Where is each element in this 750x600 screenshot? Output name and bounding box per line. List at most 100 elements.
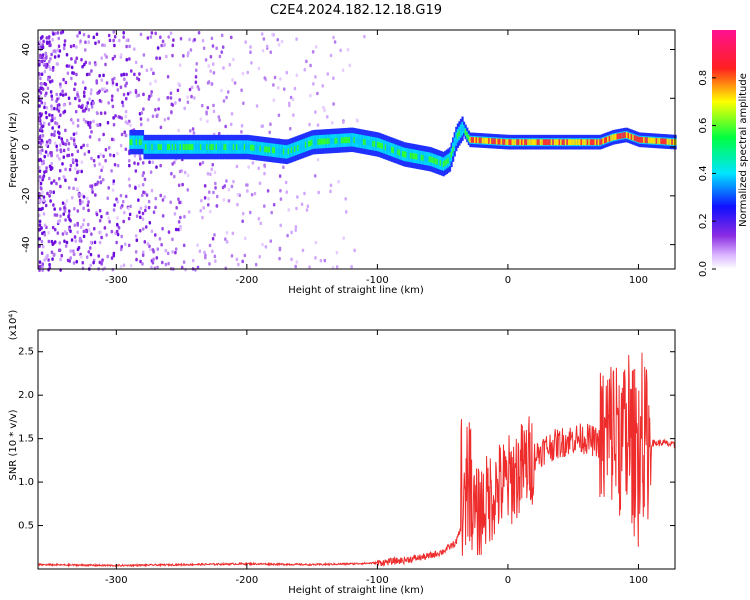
ridge-core (542, 139, 545, 146)
spectrum-dot (237, 262, 240, 267)
spectrum-dot (41, 133, 45, 138)
ridge-core (613, 134, 616, 141)
spectrum-dot (278, 256, 281, 261)
spectrum-dot (92, 35, 96, 40)
spectrum-dot (174, 250, 177, 255)
spectrum-dot (45, 36, 49, 40)
spectrum-dot (120, 53, 123, 57)
spectrum-dot (105, 233, 108, 237)
ridge-core (220, 144, 223, 150)
spectrum-dot (215, 204, 219, 208)
spectrum-dot (305, 208, 309, 212)
spectrum-dot (128, 163, 131, 168)
snr-y-tick-label: 1.5 (18, 434, 34, 445)
spectrum-dot (38, 104, 41, 108)
spectrum-dot (50, 107, 54, 111)
ridge-core (234, 144, 237, 150)
ridge-core (594, 139, 597, 146)
spectrum-dot (140, 111, 144, 115)
spectrum-dot (103, 226, 107, 230)
ridge-core (372, 140, 375, 147)
ridge-core (668, 138, 671, 145)
spectrum-dot (279, 223, 282, 228)
spectrum-dot (51, 79, 54, 83)
snr-plot-area (38, 330, 675, 569)
ridge-core (171, 144, 174, 150)
ridge-core (437, 159, 440, 166)
ridge-core (450, 151, 453, 158)
ridge-core (508, 139, 511, 146)
spectrum-dot (62, 46, 66, 51)
ridge-core (328, 138, 331, 145)
ridge-core (331, 138, 334, 144)
spectrum-dot (139, 32, 143, 37)
spectrum-dot (261, 48, 265, 53)
ridge-core (472, 137, 475, 143)
spectrum-dot (348, 63, 352, 68)
ridge-core (304, 141, 307, 148)
spectrum-dot (314, 110, 317, 114)
ridge-core (652, 137, 655, 144)
spectrum-dot (186, 53, 190, 58)
spectrum-dot (329, 189, 332, 194)
spectrum-dot (64, 80, 68, 85)
spectrum-dot (50, 153, 53, 157)
spectrum-dot (187, 210, 191, 214)
ridge-core (276, 147, 279, 154)
spectrum-dot (125, 38, 129, 43)
spectrum-x-tick-label: 0 (505, 275, 511, 286)
spectrum-dot (120, 132, 124, 137)
spectrum-dot (206, 119, 209, 123)
spectrum-dot (154, 79, 157, 83)
ridge-core (624, 132, 627, 138)
spectrum-dot (73, 235, 77, 239)
spectrum-dot (243, 253, 247, 258)
spectrum-dot (120, 245, 123, 249)
ridge-core (547, 139, 550, 146)
ridge-core (618, 133, 621, 140)
colorbar-tick-label: 0.8 (698, 70, 709, 86)
spectrum-dot (47, 64, 51, 69)
spectrum-dot (221, 185, 225, 190)
ridge-core (343, 137, 346, 144)
spectrum-dot (156, 46, 160, 50)
spectrum-dot (294, 228, 297, 232)
spectrum-dot (99, 180, 103, 185)
spectrum-dot (52, 32, 55, 36)
spectrum-dot (40, 59, 44, 64)
spectrum-dot (63, 43, 66, 47)
spectrum-dot (42, 198, 46, 203)
spectrum-dot (226, 90, 230, 94)
snr-y-tick-label: 2.5 (18, 347, 34, 358)
spectrum-dot (224, 237, 227, 241)
spectrum-dot (110, 256, 114, 260)
spectrum-dot (128, 159, 131, 163)
spectrum-dot (77, 245, 81, 250)
spectrum-dot (124, 147, 128, 152)
spectrum-dot (88, 61, 91, 65)
ridge-core (478, 137, 481, 144)
spectrum-dot (51, 115, 54, 120)
spectrum-dot (90, 156, 93, 161)
spectrum-dot (199, 117, 203, 121)
spectrum-dot (203, 184, 207, 188)
spectrum-dot (66, 258, 70, 263)
spectrum-dot (146, 118, 150, 122)
spectrum-dot (209, 69, 212, 73)
spectrum-dot (62, 155, 66, 159)
spectrum-dot (220, 33, 224, 38)
ridge-core (486, 137, 489, 144)
spectrum-dot (39, 158, 42, 162)
spectrum-dot (149, 170, 153, 174)
spectrum-dot (82, 195, 86, 199)
spectrum-dot (67, 147, 70, 151)
spectrum-dot (41, 262, 44, 266)
spectrum-dot (186, 188, 190, 192)
ridge-core (284, 148, 287, 155)
snr-x-tick-label: 100 (629, 575, 648, 586)
spectrum-ridge-layer (129, 116, 677, 177)
spectrum-dot (93, 227, 96, 231)
spectrum-dot (95, 81, 99, 85)
spectrum-dot (211, 236, 215, 241)
spectrum-dot (61, 140, 64, 144)
